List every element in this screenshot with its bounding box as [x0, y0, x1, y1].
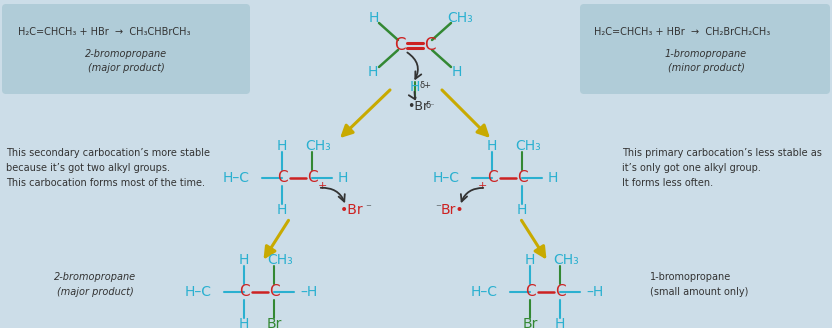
Text: CH₃: CH₃: [515, 139, 541, 153]
Text: H: H: [487, 139, 498, 153]
Text: Br•: Br•: [440, 203, 463, 217]
Text: H: H: [368, 65, 379, 79]
Text: This secondary carbocation’s more stable
because it’s got two alkyl groups.
This: This secondary carbocation’s more stable…: [6, 148, 210, 188]
Text: H: H: [239, 317, 250, 328]
Text: •Br: •Br: [408, 100, 428, 113]
Text: C: C: [487, 171, 498, 186]
Text: 2-bromopropane: 2-bromopropane: [85, 49, 167, 59]
Text: CH₃: CH₃: [267, 253, 293, 267]
Text: H: H: [369, 11, 379, 25]
Text: •Br: •Br: [340, 203, 364, 217]
Text: 2-bromopropane
(major product): 2-bromopropane (major product): [54, 272, 136, 297]
Text: H: H: [555, 317, 565, 328]
Text: C: C: [394, 36, 406, 54]
Text: H–C: H–C: [223, 171, 250, 185]
Text: –H: –H: [300, 285, 317, 299]
Text: H: H: [338, 171, 349, 185]
Text: H: H: [525, 253, 535, 267]
Text: CH₃: CH₃: [305, 139, 331, 153]
Text: H: H: [410, 80, 420, 94]
Text: C: C: [424, 36, 436, 54]
Text: H–C: H–C: [185, 285, 212, 299]
Text: H–C: H–C: [471, 285, 498, 299]
Text: (minor product): (minor product): [667, 63, 745, 73]
Text: H: H: [277, 203, 287, 217]
Text: Br: Br: [522, 317, 537, 328]
Text: This primary carbocation’s less stable as
it’s only got one alkyl group.
It form: This primary carbocation’s less stable a…: [622, 148, 822, 188]
Text: C: C: [277, 171, 287, 186]
Text: 1-bromopropane
(small amount only): 1-bromopropane (small amount only): [650, 272, 748, 297]
Text: ⁻: ⁻: [435, 203, 441, 213]
FancyBboxPatch shape: [2, 4, 250, 94]
Text: C: C: [525, 284, 535, 299]
Text: δ+: δ+: [419, 80, 431, 90]
Text: +: +: [317, 181, 327, 191]
Text: H: H: [452, 65, 463, 79]
Text: C: C: [307, 171, 317, 186]
Text: H: H: [239, 253, 250, 267]
Text: H–C: H–C: [433, 171, 460, 185]
Text: ⁻: ⁻: [365, 203, 371, 213]
Text: +: +: [478, 181, 487, 191]
Text: H₂C=CHCH₃ + HBr  →  CH₂BrCH₂CH₃: H₂C=CHCH₃ + HBr → CH₂BrCH₂CH₃: [594, 27, 770, 37]
Text: H: H: [277, 139, 287, 153]
Text: C: C: [269, 284, 280, 299]
Text: C: C: [555, 284, 565, 299]
Text: 1-bromopropane: 1-bromopropane: [665, 49, 747, 59]
Text: H: H: [548, 171, 558, 185]
FancyBboxPatch shape: [580, 4, 830, 94]
Text: –H: –H: [586, 285, 603, 299]
Text: H₂C=CHCH₃ + HBr  →  CH₃CHBrCH₃: H₂C=CHCH₃ + HBr → CH₃CHBrCH₃: [18, 27, 191, 37]
Text: C: C: [517, 171, 527, 186]
Text: CH₃: CH₃: [553, 253, 579, 267]
Text: C: C: [239, 284, 250, 299]
Text: (major product): (major product): [87, 63, 165, 73]
Text: H: H: [517, 203, 527, 217]
Text: CH₃: CH₃: [447, 11, 473, 25]
Text: Br: Br: [266, 317, 282, 328]
Text: δ⁻: δ⁻: [425, 100, 435, 110]
